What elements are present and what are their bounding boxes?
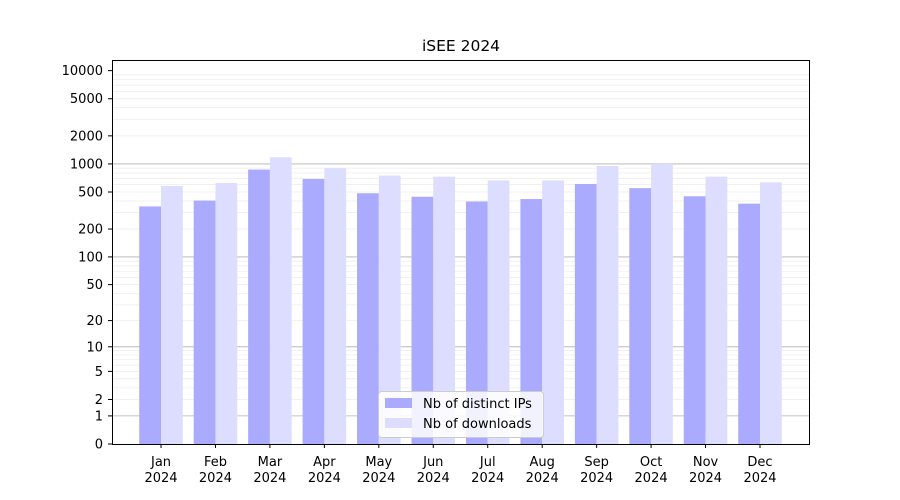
x-tick-label-year: 2024: [362, 471, 395, 486]
x-tick-label-year: 2024: [199, 471, 232, 486]
x-tick-label-year: 2024: [471, 471, 504, 486]
bar-distinct-ips: [248, 169, 270, 444]
x-tick-label-month: May: [365, 455, 392, 470]
y-tick-label: 20: [86, 314, 103, 329]
x-tick-label-month: Sep: [584, 455, 609, 470]
legend-swatch: [385, 398, 412, 408]
bar-distinct-ips: [520, 199, 543, 444]
x-tick-label-month: Feb: [204, 455, 227, 470]
y-tick-label: 10000: [62, 64, 103, 79]
x-tick-label-month: Jan: [150, 455, 171, 470]
y-tick-label: 50: [86, 278, 103, 293]
x-tick-label-year: 2024: [253, 471, 286, 486]
x-tick-label-year: 2024: [526, 471, 559, 486]
legend-label: Nb of distinct IPs: [423, 397, 532, 412]
bar-downloads: [705, 176, 728, 444]
bar-downloads: [269, 157, 292, 444]
legend-label: Nb of downloads: [423, 417, 532, 432]
legend: Nb of distinct IPs Nb of downloads: [378, 391, 544, 438]
y-tick-label: 1: [95, 409, 103, 424]
plot-area-frame: [112, 60, 810, 445]
bar-downloads: [651, 163, 673, 444]
y-tick-label: 2: [95, 393, 103, 408]
x-tick-label-year: 2024: [743, 471, 776, 486]
bar-downloads: [324, 168, 347, 445]
bar-distinct-ips: [357, 193, 379, 444]
bar-downloads: [433, 176, 456, 444]
x-tick-label-month: Aug: [529, 455, 554, 470]
x-axis: Jan2024Feb2024Mar2024Apr2024May2024Jun20…: [144, 444, 777, 486]
legend-swatch: [385, 418, 412, 428]
y-axis: 0 12 5 10 20 50 100 200 500 1000 2000 5000 10000: [62, 64, 112, 453]
x-tick-label-month: Apr: [313, 455, 336, 470]
bar-distinct-ips: [139, 206, 162, 444]
bar-distinct-ips: [629, 188, 652, 444]
y-tick-label: 2000: [70, 129, 103, 144]
y-tick-label: 5: [95, 365, 103, 380]
bar-downloads: [215, 182, 238, 444]
bar-distinct-ips: [411, 196, 434, 444]
x-tick-label-month: Nov: [693, 455, 719, 470]
bar-distinct-ips: [738, 203, 760, 444]
y-tick-label: 500: [78, 185, 103, 200]
bar-distinct-ips: [574, 183, 597, 445]
bar-distinct-ips: [193, 200, 216, 444]
chart-title: iSEE 2024: [422, 37, 500, 55]
bars: [139, 157, 782, 445]
bar-downloads: [378, 175, 401, 444]
legend-box: [378, 391, 544, 438]
x-tick-label-month: Dec: [747, 455, 772, 470]
bar-distinct-ips: [683, 196, 706, 444]
y-tick-label: 10: [86, 340, 103, 355]
bar-downloads: [542, 180, 564, 445]
x-tick-label-year: 2024: [417, 471, 450, 486]
bar-distinct-ips: [302, 178, 325, 444]
y-tick-label: 5000: [70, 92, 103, 107]
y-tick-label: 200: [78, 223, 103, 238]
bar-distinct-ips: [465, 201, 488, 444]
x-tick-label-month: Jul: [479, 455, 496, 470]
x-tick-label-year: 2024: [689, 471, 722, 486]
x-tick-label-month: Jun: [422, 455, 443, 470]
bar-downloads: [487, 180, 510, 445]
bar-downloads: [596, 166, 619, 444]
x-tick-label-month: Mar: [258, 455, 283, 470]
x-tick-label-year: 2024: [308, 471, 341, 486]
bar-downloads: [759, 182, 782, 445]
x-tick-label-month: Oct: [640, 455, 662, 470]
x-tick-label-year: 2024: [580, 471, 613, 486]
x-tick-label-year: 2024: [635, 471, 668, 486]
y-tick-label: 1000: [70, 157, 103, 172]
y-tick-label: 100: [78, 250, 103, 265]
y-tick-label: 0: [95, 438, 103, 453]
bar-downloads: [161, 185, 183, 445]
x-tick-label-year: 2024: [144, 471, 177, 486]
